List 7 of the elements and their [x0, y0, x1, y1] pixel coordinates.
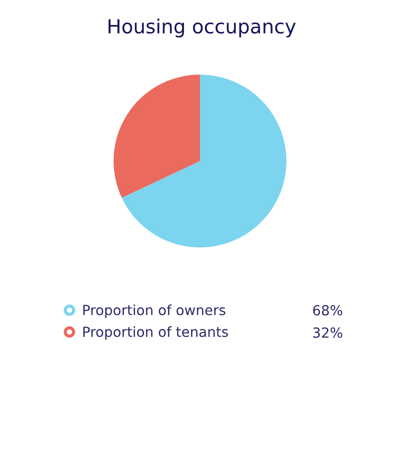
data-label: 68% — [313, 305, 342, 316]
legend-label: Proportion of tenants — [83, 326, 228, 340]
chart-title: Housing occupancy — [108, 18, 296, 38]
legend-label: Proportion of owners — [83, 304, 226, 318]
pie-slice — [122, 74, 286, 248]
pie-slice — [114, 74, 200, 198]
data-label: 32% — [313, 327, 342, 338]
